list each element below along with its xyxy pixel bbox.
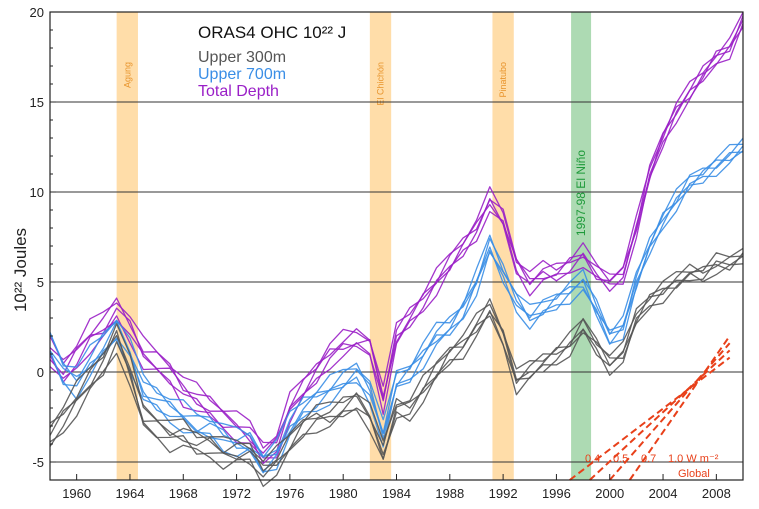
- x-tick-label: 1980: [329, 486, 358, 501]
- y-tick-label: 15: [30, 95, 44, 110]
- y-tick-label: 5: [37, 275, 44, 290]
- rate-label-global: Global: [678, 468, 710, 480]
- reference-rate-line-2: [589, 349, 731, 481]
- x-tick-label: 1996: [542, 486, 571, 501]
- series-line-total-depth-member-3: [49, 26, 744, 454]
- x-tick-label: 2004: [649, 486, 678, 501]
- grid-lines: [50, 101, 743, 463]
- x-tick-label: 1968: [169, 486, 198, 501]
- x-tick-label: 1988: [435, 486, 464, 501]
- legend-title: ORAS4 OHC 10²² J: [198, 23, 346, 42]
- event-label-el-chich-n: El Chichón: [376, 62, 386, 106]
- x-tick-label: 1964: [116, 486, 145, 501]
- x-tick-label: 1992: [489, 486, 518, 501]
- series-lines: [49, 12, 744, 488]
- y-tick-label: -5: [32, 455, 44, 470]
- x-tick-label: 2008: [702, 486, 731, 501]
- rate-label-1-0: 1.0 W m⁻²: [668, 453, 719, 465]
- x-tick-label: 1984: [382, 486, 411, 501]
- series-line-upper-700m-member-1: [49, 145, 744, 473]
- axis-ticks: 1960 1964 1968 1972 1976 1980 1984 1988 1992 1996…: [30, 5, 731, 501]
- reference-rate-line-3: [608, 342, 731, 481]
- series-line-total-depth-member-1: [49, 23, 744, 459]
- series-line-upper-300m-member-3: [49, 252, 744, 466]
- event-label-1997-98-el-ni-o: 1997-98 El Niño: [574, 150, 588, 236]
- series-line-upper-700m-member-4: [49, 137, 744, 458]
- series-line-upper-700m-member-3: [49, 150, 744, 458]
- legend-entry-total-depth: Total Depth: [198, 83, 279, 100]
- event-label-pinatubo: Pinatubo: [498, 62, 508, 98]
- rate-label-0-7: 0.7: [641, 453, 656, 465]
- event-label-agung: Agung: [122, 62, 132, 88]
- series-line-upper-700m-member-5: [49, 143, 744, 458]
- x-tick-label: 1972: [222, 486, 251, 501]
- y-axis-label: 10²² Joules: [11, 228, 30, 312]
- rate-labels: 0.4 0.5 0.7 1.0 W m⁻² Global: [585, 453, 719, 480]
- reference-rate-line-4: [628, 335, 731, 481]
- rate-label-0-5: 0.5: [613, 453, 628, 465]
- x-tick-label: 1960: [62, 486, 91, 501]
- legend: ORAS4 OHC 10²² J Upper 300m Upper 700m T…: [198, 23, 346, 100]
- series-line-total-depth-member-5: [49, 12, 744, 449]
- series-line-upper-700m-member-2: [49, 151, 744, 474]
- y-tick-label: 10: [30, 185, 44, 200]
- legend-entry-upper-700m: Upper 700m: [198, 66, 286, 83]
- y-tick-label: 0: [37, 365, 44, 380]
- rate-label-0-4: 0.4: [585, 453, 600, 465]
- x-tick-label: 1976: [275, 486, 304, 501]
- reference-rate-line-1: [569, 356, 731, 481]
- series-line-total-depth-member-2: [49, 19, 744, 465]
- series-line-upper-300m-member-2: [49, 260, 744, 478]
- series-line-upper-300m-member-5: [49, 252, 744, 462]
- x-tick-label: 2000: [595, 486, 624, 501]
- series-line-total-depth-member-4: [49, 15, 744, 444]
- reference-rate-lines: [569, 335, 731, 481]
- y-tick-label: 20: [30, 5, 44, 20]
- legend-entry-upper-300m: Upper 300m: [198, 49, 286, 66]
- series-line-upper-300m-member-4: [49, 247, 744, 472]
